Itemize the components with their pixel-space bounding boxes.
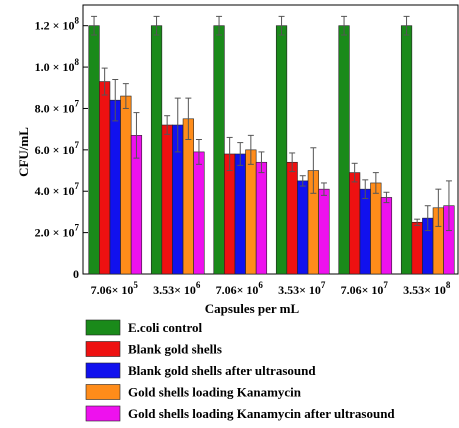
bar	[99, 81, 111, 275]
bar	[286, 161, 298, 275]
bars	[88, 25, 455, 275]
y-axis-ticks: 0 2.0 × 107 4.0 × 107 6.0 × 107 8.0 × 107 1.0…	[35, 16, 88, 281]
legend-swatch	[85, 405, 121, 422]
bar	[275, 25, 288, 275]
x-tick-label: 7.06× 105	[91, 280, 139, 297]
y-tick-label: 1.0 × 108	[35, 57, 80, 74]
error-bars	[91, 15, 452, 232]
bar	[400, 25, 413, 275]
legend-swatch	[85, 362, 121, 379]
bar	[234, 153, 246, 275]
bar	[359, 188, 371, 275]
legend-label: Blank gold shells after ultrasound	[128, 363, 316, 378]
legend-swatch	[85, 384, 121, 400]
y-axis-label: CFU/mL	[16, 127, 31, 177]
x-axis-label: Capsules per mL	[205, 301, 300, 316]
bar	[193, 151, 205, 275]
legend-label: Gold shells loading Kanamycin	[128, 385, 302, 400]
x-tick-label: 3.53× 106	[153, 280, 201, 297]
bar	[411, 221, 423, 275]
y-tick-label: 1.2 × 108	[35, 16, 80, 33]
x-tick-label: 7.06× 107	[341, 280, 389, 297]
bar	[150, 25, 163, 275]
bar	[318, 188, 330, 275]
x-tick-label: 3.53× 108	[403, 280, 451, 297]
legend-swatch	[85, 319, 121, 336]
bar	[370, 182, 382, 275]
legend: E.coli control Blank gold shells Blank gol…	[85, 319, 395, 422]
bar	[380, 197, 393, 275]
x-tick-label: 3.53× 107	[278, 280, 326, 297]
legend-label: Gold shells loading Kanamycin after ultr…	[128, 406, 395, 421]
y-tick-label: 4.0 × 107	[35, 181, 80, 198]
bar	[120, 95, 132, 275]
bar	[349, 172, 361, 275]
bar	[182, 118, 194, 275]
bar	[109, 99, 121, 275]
x-tick-label: 7.06× 106	[216, 280, 264, 297]
legend-label: E.coli control	[128, 320, 203, 335]
y-tick-label: 0	[73, 267, 79, 281]
legend-label: Blank gold shells	[128, 342, 222, 357]
legend-swatch	[85, 341, 121, 357]
y-tick-label: 6.0 × 107	[35, 140, 80, 157]
y-tick-label: 8.0 × 107	[35, 98, 80, 115]
bar	[161, 124, 173, 275]
bar	[213, 25, 225, 275]
bar	[255, 161, 268, 275]
bar	[297, 180, 309, 275]
bar	[224, 153, 236, 275]
bar	[245, 149, 257, 275]
plot-frame	[82, 4, 459, 275]
x-axis-ticks: 7.06× 105 3.53× 106 7.06× 106 3.53× 107 7.06…	[91, 280, 451, 297]
bar	[88, 25, 100, 275]
y-tick-label: 2.0 × 107	[35, 223, 80, 240]
bar	[338, 25, 350, 275]
